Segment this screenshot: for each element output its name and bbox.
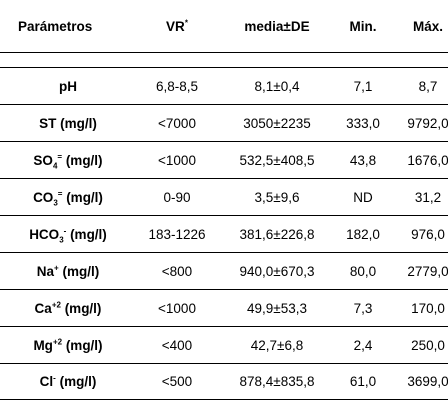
cell-max: 2779,0 bbox=[390, 252, 448, 290]
header-max: Máx. bbox=[390, 0, 448, 53]
parameter-unit: (mg/l) bbox=[66, 226, 107, 242]
cell-max: 1676,0 bbox=[390, 141, 448, 179]
cell-min: 2,4 bbox=[336, 326, 390, 364]
spacer-row bbox=[0, 52, 448, 68]
table-row: HCO3- (mg/l) 183-1226 381,6±226,8 182,0 976,… bbox=[0, 215, 448, 253]
parameter-superscript: - bbox=[63, 226, 67, 235]
parameter-name: Na bbox=[36, 263, 55, 279]
header-vr: VR* bbox=[136, 0, 218, 53]
cell-media-de: 42,7±6,8 bbox=[218, 326, 336, 364]
table-header: Parámetros VR* media±DE Min. Máx. bbox=[0, 0, 448, 53]
parameter-unit: (mg/l) bbox=[62, 337, 103, 353]
table-row: Na+ (mg/l) <800 940,0±670,3 80,0 2779,0 bbox=[0, 252, 448, 290]
cell-parameter: CO3= (mg/l) bbox=[0, 178, 136, 216]
cell-vr: <400 bbox=[136, 326, 218, 364]
spacer-cell bbox=[0, 52, 448, 68]
cell-media-de: 49,9±53,3 bbox=[218, 289, 336, 327]
cell-vr: <1000 bbox=[136, 141, 218, 179]
parameter-unit: (mg/l) bbox=[60, 300, 102, 316]
parameter-subscript: 3 bbox=[53, 198, 58, 208]
cell-parameter: Ca+2 (mg/l) bbox=[0, 289, 136, 327]
parameter-superscript: + bbox=[54, 263, 59, 272]
cell-max: 250,0 bbox=[390, 326, 448, 364]
parameter-unit: (mg/l) bbox=[62, 189, 103, 205]
header-row: Parámetros VR* media±DE Min. Máx. bbox=[0, 0, 448, 53]
cell-vr: <1000 bbox=[136, 289, 218, 327]
cell-min: 182,0 bbox=[336, 215, 390, 253]
cell-parameter: SO4= (mg/l) bbox=[0, 141, 136, 179]
cell-media-de: 532,5±408,5 bbox=[218, 141, 336, 179]
cell-vr: <7000 bbox=[136, 104, 218, 142]
header-vr-asterisk: * bbox=[184, 18, 188, 27]
parameter-name: Ca bbox=[34, 300, 52, 316]
table-row: Cl- (mg/l) <500 878,4±835,8 61,0 3699,0 bbox=[0, 363, 448, 400]
cell-media-de: 940,0±670,3 bbox=[218, 252, 336, 290]
table-row: CO3= (mg/l) 0-90 3,5±9,6 ND 31,2 bbox=[0, 178, 448, 216]
parameter-superscript: = bbox=[57, 152, 63, 161]
cell-max: 8,7 bbox=[390, 67, 448, 105]
table-body: pH 6,8-8,5 8,1±0,4 7,1 8,7 ST (mg/l) <7000 3050… bbox=[0, 52, 448, 400]
cell-media-de: 8,1±0,4 bbox=[218, 67, 336, 105]
header-vr-label: VR bbox=[166, 18, 185, 34]
parameter-name: CO bbox=[33, 189, 54, 205]
parameter-unit: (mg/l) bbox=[55, 374, 97, 389]
cell-min: ND bbox=[336, 178, 390, 216]
cell-parameter: HCO3- (mg/l) bbox=[0, 215, 136, 253]
header-min: Min. bbox=[336, 0, 390, 53]
parameter-name: pH bbox=[59, 78, 77, 94]
cell-max: 9792,0 bbox=[390, 104, 448, 142]
table-row: Mg+2 (mg/l) <400 42,7±6,8 2,4 250,0 bbox=[0, 326, 448, 364]
cell-max: 3699,0 bbox=[390, 363, 448, 400]
cell-vr: 6,8-8,5 bbox=[136, 67, 218, 105]
cell-vr: 183-1226 bbox=[136, 215, 218, 253]
cell-max: 170,0 bbox=[390, 289, 448, 327]
parameter-name: HCO bbox=[29, 226, 60, 242]
table-row: SO4= (mg/l) <1000 532,5±408,5 43,8 1676,0 bbox=[0, 141, 448, 179]
cell-parameter: Na+ (mg/l) bbox=[0, 252, 136, 290]
cell-parameter: Cl- (mg/l) bbox=[0, 363, 136, 400]
cell-media-de: 381,6±226,8 bbox=[218, 215, 336, 253]
parameter-subscript: 4 bbox=[52, 161, 58, 171]
parameter-superscript: = bbox=[57, 189, 63, 198]
cell-min: 61,0 bbox=[336, 363, 390, 400]
table-row: pH 6,8-8,5 8,1±0,4 7,1 8,7 bbox=[0, 67, 448, 105]
parameter-superscript: +2 bbox=[52, 337, 63, 346]
parameter-unit: (mg/l) bbox=[62, 152, 103, 168]
header-media-de: media±DE bbox=[218, 0, 336, 53]
cell-vr: <800 bbox=[136, 252, 218, 290]
cell-min: 80,0 bbox=[336, 252, 390, 290]
cell-min: 43,8 bbox=[336, 141, 390, 179]
cell-media-de: 3050±2235 bbox=[218, 104, 336, 142]
cell-vr: 0-90 bbox=[136, 178, 218, 216]
cell-parameter: ST (mg/l) bbox=[0, 104, 136, 142]
header-parametros: Parámetros bbox=[0, 0, 136, 53]
parameter-name: Cl bbox=[39, 374, 54, 389]
cell-media-de: 3,5±9,6 bbox=[218, 178, 336, 216]
cell-media-de: 878,4±835,8 bbox=[218, 363, 336, 400]
cell-vr: <500 bbox=[136, 363, 218, 400]
parameter-name: Mg bbox=[33, 337, 53, 353]
table-row: Ca+2 (mg/l) <1000 49,9±53,3 7,3 170,0 bbox=[0, 289, 448, 327]
table-row: ST (mg/l) <7000 3050±2235 333,0 9792,0 bbox=[0, 104, 448, 142]
cell-max: 976,0 bbox=[390, 215, 448, 253]
cell-max: 31,2 bbox=[390, 178, 448, 216]
parameter-name: ST (mg/l) bbox=[39, 115, 97, 131]
parameter-superscript: +2 bbox=[51, 300, 61, 309]
parameter-unit: (mg/l) bbox=[58, 263, 100, 279]
cell-parameter: Mg+2 (mg/l) bbox=[0, 326, 136, 364]
cell-min: 333,0 bbox=[336, 104, 390, 142]
water-parameters-table: Parámetros VR* media±DE Min. Máx. pH 6,8-… bbox=[0, 0, 448, 400]
cell-min: 7,1 bbox=[336, 67, 390, 105]
cell-min: 7,3 bbox=[336, 289, 390, 327]
parameter-subscript: 3 bbox=[59, 235, 64, 245]
parameter-superscript: - bbox=[53, 373, 56, 383]
parameter-name: SO bbox=[33, 152, 53, 168]
cell-parameter: pH bbox=[0, 67, 136, 105]
